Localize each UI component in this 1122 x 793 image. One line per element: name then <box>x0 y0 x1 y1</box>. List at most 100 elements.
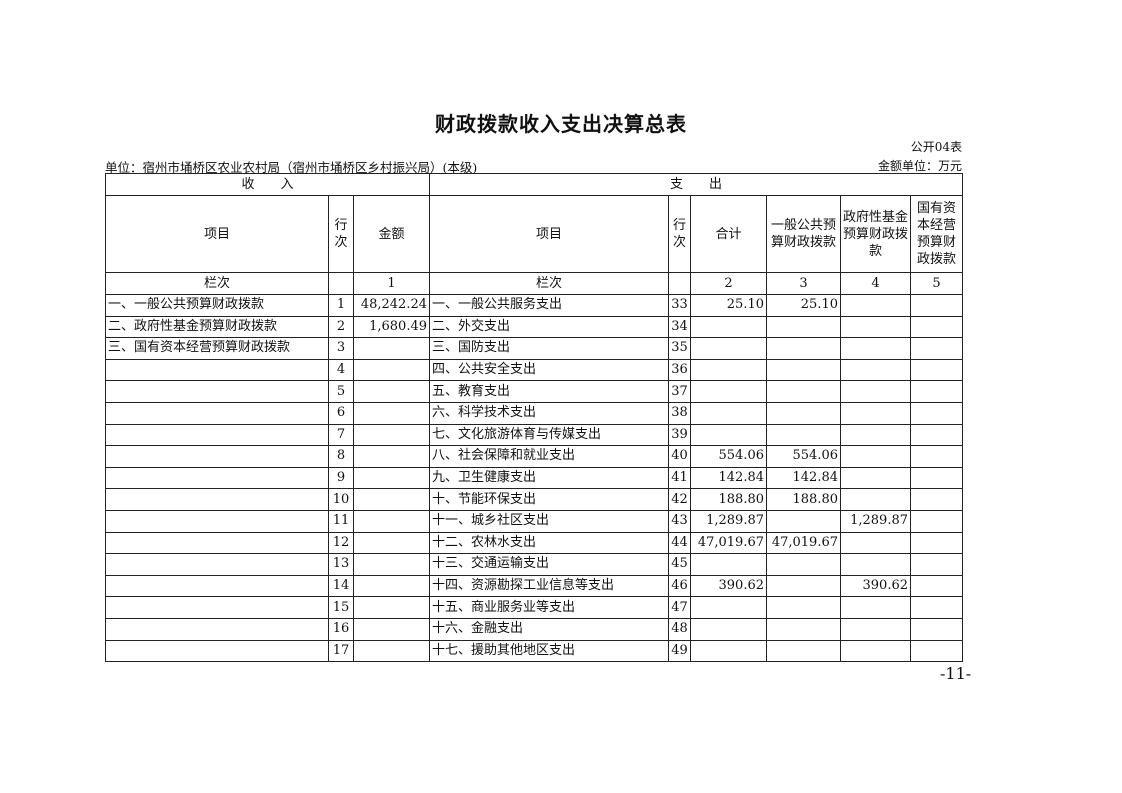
cell-total <box>690 380 767 403</box>
cell-expense-row: 34 <box>668 315 691 339</box>
cell-fund <box>840 423 911 447</box>
cell-state <box>910 553 963 576</box>
cell-fund <box>840 294 911 317</box>
cell-expense-row: 48 <box>668 617 691 641</box>
cell-total <box>690 553 767 576</box>
cell-expense-row: 38 <box>668 401 691 425</box>
cell-expense-item: 十一、城乡社区支出 <box>429 509 669 533</box>
cell-general <box>766 574 841 598</box>
header-fund: 政府性基金预算财政拨款 <box>840 195 911 273</box>
cell-state <box>910 423 963 447</box>
cell-income-amount <box>353 401 430 425</box>
cell-fund <box>840 596 911 619</box>
cell-state <box>910 639 963 663</box>
cell-income-amount <box>353 574 430 598</box>
cell-income-row: 10 <box>328 488 354 511</box>
cell-state <box>910 488 963 511</box>
column-header-row: 项目 行次 金额 项目 行次 合计 一般公共预算财政拨款 政府性基金预算财政拨款… <box>105 195 963 273</box>
cell-general: 25.10 <box>766 294 841 317</box>
cell-expense-item: 十二、农林水支出 <box>429 531 669 555</box>
fiscal-table: 收 入 支 出 项目 行次 金额 项目 行次 合计 一般公共预算财政拨款 政府性… <box>105 173 963 663</box>
cell-expense-row: 42 <box>668 488 691 511</box>
header-income-amount: 金额 <box>353 195 430 273</box>
cell-income-item <box>105 596 329 619</box>
cell-general <box>766 509 841 533</box>
cell-total <box>690 423 767 447</box>
cell-expense-item: 八、社会保障和就业支出 <box>429 445 669 468</box>
cell-income-amount <box>353 423 430 447</box>
cell-expense-item: 三、国防支出 <box>429 337 669 360</box>
cell-fund <box>840 315 911 339</box>
cell-general <box>766 337 841 360</box>
cell-income-item <box>105 553 329 576</box>
cell-income-item: 三、国有资本经营预算财政拨款 <box>105 337 329 360</box>
cell-income-amount <box>353 488 430 511</box>
cell-expense-row: 40 <box>668 445 691 468</box>
cell-fund <box>840 488 911 511</box>
cell-income-row: 8 <box>328 445 354 468</box>
cell-fund: 390.62 <box>840 574 911 598</box>
col-1: 1 <box>353 272 430 295</box>
cell-income-item <box>105 466 329 490</box>
cell-income-row: 14 <box>328 574 354 598</box>
cell-income-amount: 1,680.49 <box>353 315 430 339</box>
table-row: 15 十五、商业服务业等支出 47 <box>105 596 963 619</box>
cell-income-item <box>105 509 329 533</box>
table-row: 一、一般公共预算财政拨款 1 48,242.24 一、一般公共服务支出 33 25.10 2… <box>105 294 963 317</box>
cell-total: 188.80 <box>690 488 767 511</box>
cell-expense-item: 十、节能环保支出 <box>429 488 669 511</box>
cell-income-row: 2 <box>328 315 354 339</box>
cell-income-amount <box>353 509 430 533</box>
cell-income-amount <box>353 445 430 468</box>
cell-income-item <box>105 531 329 555</box>
cell-income-item <box>105 445 329 468</box>
cell-income-amount: 48,242.24 <box>353 294 430 317</box>
cell-total <box>690 337 767 360</box>
money-unit-label: 金额单位：万元 <box>877 159 962 173</box>
cell-expense-item: 六、科学技术支出 <box>429 401 669 425</box>
cell-expense-row: 39 <box>668 423 691 447</box>
cell-expense-row: 36 <box>668 358 691 382</box>
cell-state <box>910 294 963 317</box>
cell-income-row: 17 <box>328 639 354 663</box>
table-row: 4 四、公共安全支出 36 <box>105 358 963 382</box>
cell-state <box>910 315 963 339</box>
cell-fund <box>840 445 911 468</box>
col-3: 3 <box>766 272 841 295</box>
col-2: 2 <box>690 272 767 295</box>
cell-fund <box>840 358 911 382</box>
header-expense-item: 项目 <box>429 195 669 273</box>
cell-expense-row: 46 <box>668 574 691 598</box>
table-code: 公开04表 <box>910 140 962 154</box>
expense-label-cell: 栏次 <box>429 272 669 295</box>
page-title: 财政拨款收入支出决算总表 <box>435 112 687 136</box>
cell-income-amount <box>353 553 430 576</box>
column-number-row: 栏次 1 栏次 2 3 4 5 <box>105 272 963 295</box>
cell-general <box>766 639 841 663</box>
cell-general <box>766 617 841 641</box>
table-row: 10 十、节能环保支出 42 188.80 188.80 <box>105 488 963 511</box>
cell-income-row: 13 <box>328 553 354 576</box>
cell-income-amount <box>353 596 430 619</box>
cell-income-item <box>105 401 329 425</box>
table-row: 11 十一、城乡社区支出 43 1,289.87 1,289.87 <box>105 509 963 533</box>
table-row: 16 十六、金融支出 48 <box>105 617 963 641</box>
cell-expense-row: 49 <box>668 639 691 663</box>
cell-total: 142.84 <box>690 466 767 490</box>
cell-expense-row: 45 <box>668 553 691 576</box>
cell-state <box>910 445 963 468</box>
header-income-row: 行次 <box>328 195 354 273</box>
cell-general <box>766 401 841 425</box>
header-expense-row: 行次 <box>668 195 691 273</box>
cell-expense-item: 二、外交支出 <box>429 315 669 339</box>
cell-income-row: 4 <box>328 358 354 382</box>
col-4: 4 <box>840 272 911 295</box>
cell-income-row: 12 <box>328 531 354 555</box>
cell-general: 188.80 <box>766 488 841 511</box>
page-number: -11- <box>940 664 972 683</box>
header-state: 国有资本经营预算财政拨款 <box>910 195 963 273</box>
cell-income-item <box>105 380 329 403</box>
section-header-row: 收 入 支 出 <box>105 173 963 196</box>
table-row: 5 五、教育支出 37 <box>105 380 963 403</box>
cell-state <box>910 596 963 619</box>
